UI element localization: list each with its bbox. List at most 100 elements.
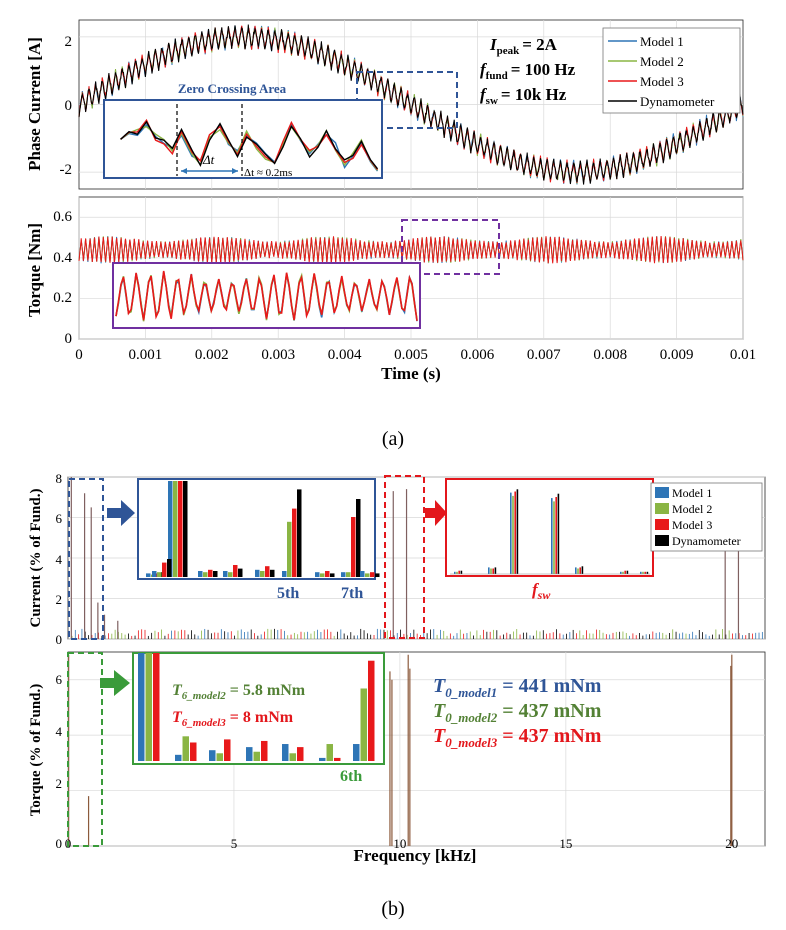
switching-inset — [445, 478, 654, 577]
legend-label: Dynamometer — [672, 534, 741, 548]
inset-bar — [228, 572, 233, 577]
dt-note: Δt ≈ 0.2ms — [244, 167, 292, 179]
y-axis-label: Torque [Nm] — [25, 223, 44, 317]
inset-bar — [490, 568, 492, 574]
inset-bar — [326, 744, 333, 761]
signal-parameters: Ipeak = 2A ffund = 100 Hz fsw = 10k Hz — [480, 35, 576, 107]
inset-bar — [620, 571, 622, 574]
inset-bar — [351, 517, 356, 577]
arrow-right-icon — [425, 500, 447, 526]
inset-bar — [360, 688, 367, 761]
x-tick-label: 0.01 — [730, 347, 756, 363]
x-tick-label: 20 — [725, 836, 738, 851]
y-ticks-a-current: 2 0 -2 — [60, 34, 73, 178]
current-spectrum-bars — [70, 477, 763, 639]
inset-bar — [253, 751, 260, 761]
switching-inset-bars — [450, 489, 650, 575]
x-tick-label: 0.009 — [660, 347, 694, 363]
x-tick-label: 0.005 — [394, 347, 428, 363]
caption-a: (a) — [382, 428, 404, 450]
inset-bar — [157, 572, 162, 577]
x-tick-label: 0 — [75, 347, 83, 363]
y-ticks-b-current: 8 6 4 2 0 — [56, 471, 63, 647]
chart-a-current: 2 0 -2 Phase Current [A] Ipeak = 2A ffund… — [25, 19, 744, 190]
x-ticks-b-torque: 0 5 10 15 20 — [65, 836, 739, 851]
torque-low-freq-zoom-box — [67, 652, 103, 847]
inset-bar — [297, 747, 304, 761]
inset-bar — [581, 566, 584, 574]
inset-bar-fundamental — [168, 481, 173, 577]
inset-bar — [265, 566, 270, 577]
inset-bar — [368, 660, 375, 761]
inset-bar — [208, 569, 213, 577]
inset-bar — [330, 573, 335, 577]
torque-inset — [132, 652, 385, 765]
inset-trace-3 — [120, 120, 379, 170]
inset-bar — [492, 568, 494, 574]
y-ticks-a-torque: 0.6 0.4 0.2 0 — [53, 209, 72, 347]
inset-bar — [456, 571, 458, 574]
legend-box — [650, 482, 763, 552]
legend-label: Model 3 — [640, 74, 684, 89]
legend-box — [602, 27, 741, 114]
legend-swatch-model3 — [655, 519, 669, 530]
inset-bar — [282, 571, 287, 577]
inset-bar-dc — [145, 653, 152, 761]
inset-bar-dc — [138, 653, 145, 761]
chart-b-torque: 6 4 2 0 0 5 10 15 20 Torque (% of Fund.) Fre… — [28, 651, 766, 865]
x-tick-label: 0.001 — [129, 347, 163, 363]
inset-bar — [642, 571, 644, 574]
inset-bar — [162, 562, 167, 577]
inset-bar — [646, 571, 649, 574]
inset-bar — [238, 568, 243, 577]
inset-bar — [320, 573, 325, 577]
param-fsw: fsw = 10k Hz — [480, 85, 567, 107]
inset-bar — [579, 567, 581, 574]
inset-bar — [555, 497, 557, 574]
inset-bar — [198, 571, 203, 577]
inset-bar — [353, 744, 360, 761]
y-tick-label: 0 — [65, 98, 73, 114]
y-tick-label: 6 — [56, 511, 63, 526]
x-tick-label: 15 — [559, 836, 572, 851]
y-ticks-b-torque: 6 4 2 0 — [56, 672, 63, 851]
inset-bar — [190, 742, 197, 761]
inset-bar — [315, 572, 320, 577]
y-tick-label: 2 — [65, 34, 73, 50]
inset-bar — [297, 489, 302, 577]
inset-bar — [644, 571, 646, 574]
y-tick-label: 0 — [56, 632, 63, 647]
torque-zoom-box — [401, 219, 500, 275]
low-freq-inset-bars — [146, 481, 380, 577]
param-ipeak: Ipeak = 2A — [489, 35, 558, 57]
x-tick-label: 0.007 — [527, 347, 561, 363]
inset-bar — [553, 501, 555, 574]
y-tick-label: 0 — [56, 836, 63, 851]
inset-title: Zero Crossing Area — [178, 81, 287, 96]
torque-inset-trace-2 — [115, 270, 418, 322]
x-axis-label: Time (s) — [381, 364, 441, 383]
inset-bar — [287, 521, 292, 577]
chart-a-torque: 0.6 0.4 0.2 0 0 0.001 0.002 0.003 0.004 0.005… — [25, 196, 756, 383]
inset-bar — [175, 754, 182, 761]
legend-label: Model 2 — [640, 54, 684, 69]
inset-bar — [216, 753, 223, 761]
inset-bar — [514, 491, 516, 574]
inset-bar — [510, 492, 512, 574]
dt-arrowheads — [181, 168, 238, 174]
torque-traces — [78, 236, 744, 264]
x-tick-label: 0.004 — [328, 347, 362, 363]
inset-bar — [182, 736, 189, 761]
legend-swatch-dynamometer — [655, 535, 669, 546]
torque-inset-bars — [138, 653, 375, 761]
inset-bar-fundamental — [183, 481, 188, 577]
chart-b-current: 8 6 4 2 0 Current (% of Fund.) 5th 7th f… — [28, 471, 766, 647]
inset-bar — [624, 570, 626, 574]
harmonic-5th-label: 5th — [277, 585, 299, 602]
y-tick-label: 2 — [56, 592, 63, 607]
y-tick-label: 4 — [56, 724, 63, 739]
inset-bar — [255, 569, 260, 577]
inset-bar — [626, 570, 629, 574]
y-tick-label: 0.6 — [53, 209, 72, 225]
